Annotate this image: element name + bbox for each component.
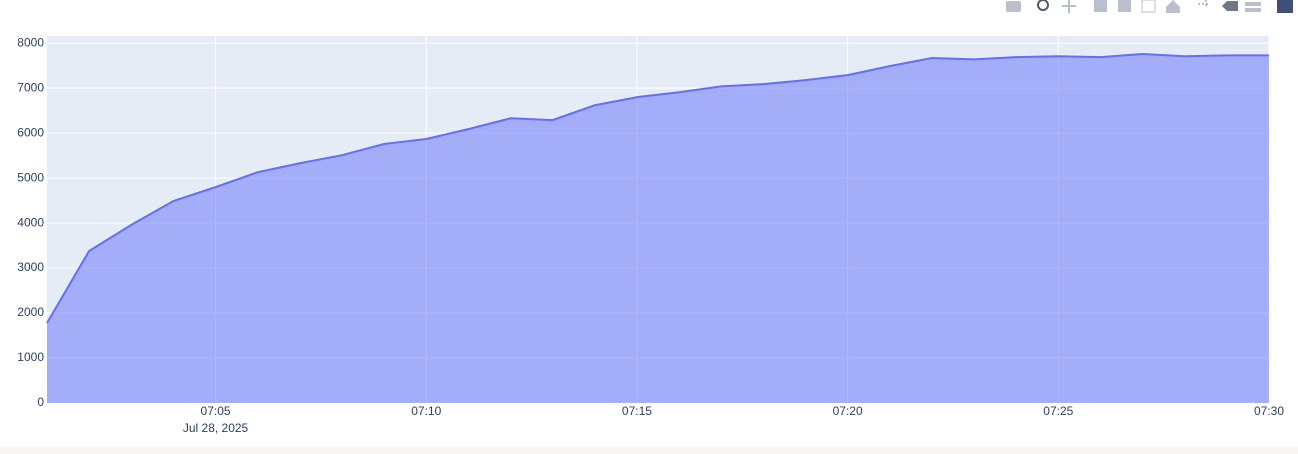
area-fill <box>47 53 1269 403</box>
zoom-in-button[interactable] <box>1094 0 1107 12</box>
camera-button[interactable] <box>1006 1 1021 12</box>
x-date-label: Jul 28, 2025 <box>183 421 249 435</box>
x-tick-label: 07:20 <box>833 404 863 418</box>
hover-closest-button[interactable] <box>1222 1 1238 11</box>
y-tick-label: 4000 <box>17 215 44 229</box>
x-tick-label: 07:05 <box>201 404 231 418</box>
y-tick-label: 6000 <box>17 125 44 139</box>
area-line <box>46 52 1269 324</box>
autoscale-button[interactable] <box>1141 0 1156 13</box>
y-tick-label: 0 <box>37 395 44 409</box>
plotly-logo[interactable] <box>1277 0 1293 13</box>
reset-button[interactable] <box>1166 0 1180 13</box>
x-tick-label: 07:10 <box>411 404 441 418</box>
y-tick-label: 1000 <box>17 350 44 364</box>
y-tick-label: 5000 <box>17 170 44 184</box>
page-footer-strip <box>0 447 1298 454</box>
y-tick-label: 3000 <box>17 260 44 274</box>
x-tick-label: 07:25 <box>1043 404 1073 418</box>
y-tick-label: 2000 <box>17 305 44 319</box>
modebar[interactable] <box>1006 0 1293 13</box>
zoom-button[interactable] <box>1037 0 1049 11</box>
y-tick-label: 8000 <box>17 35 44 49</box>
spike-button[interactable] <box>1198 0 1210 8</box>
zoom-out-button[interactable] <box>1118 0 1131 12</box>
x-tick-label: 07:15 <box>622 404 652 418</box>
x-tick-label: 07:30 <box>1254 404 1284 418</box>
pan-button[interactable] <box>1062 0 1076 13</box>
hover-compare-button[interactable] <box>1245 2 1261 12</box>
y-tick-label: 7000 <box>17 80 44 94</box>
